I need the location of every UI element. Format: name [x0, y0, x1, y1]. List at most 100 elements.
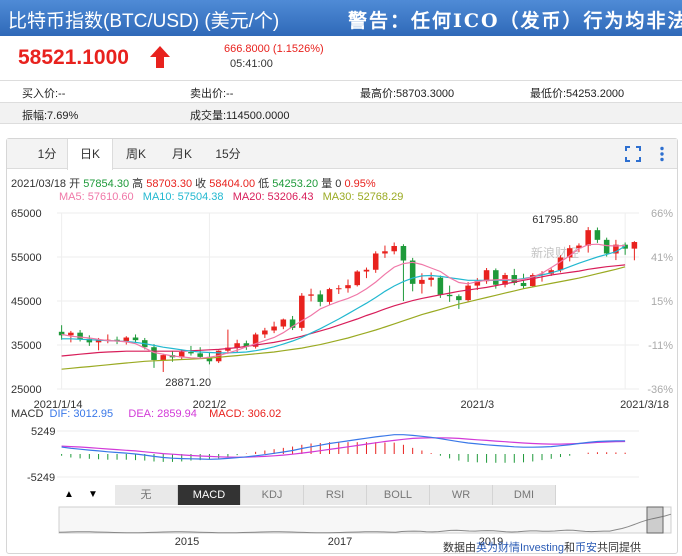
sina-link[interactable]: 币安 — [575, 542, 598, 554]
max-price-label: 61795.80 — [532, 214, 578, 226]
candle-body — [631, 242, 638, 249]
candles — [58, 227, 638, 372]
candle-body — [188, 352, 194, 354]
candle-body — [539, 273, 545, 276]
candle-body — [529, 275, 536, 287]
indicator-dmi[interactable]: DMI — [493, 485, 556, 505]
candle-body — [566, 248, 573, 258]
y-tick-label: 45000 — [11, 296, 42, 308]
candle-body — [400, 246, 407, 261]
tab-15min[interactable]: 15分 — [215, 147, 241, 161]
more-options-icon[interactable] — [653, 145, 671, 163]
y-axis-labels: 65000 55000 45000 35000 25000 66% 41% 15% -11% -3… — [11, 208, 673, 396]
overview-navigator: 2015 2017 2019 — [58, 506, 672, 548]
candle-body — [428, 277, 434, 280]
tab-monthly-k[interactable]: 月K — [171, 147, 192, 161]
page-title: 比特币指数(BTC/USD) (美元/个) — [8, 11, 280, 32]
candle-body — [317, 294, 324, 302]
candle-body — [585, 230, 591, 246]
volume: 成交量:114500.0000 — [190, 110, 290, 122]
candle-body — [409, 260, 416, 284]
scroll-down-button[interactable]: ▼ — [88, 489, 98, 500]
x-axis-labels: 2021/1/14 2021/2 2021/3 2021/3/18 — [34, 399, 669, 411]
candle-body — [382, 251, 388, 254]
candle-body — [77, 332, 83, 339]
ohlc-change-pct: 0.95% — [344, 178, 376, 190]
candle-body — [391, 246, 397, 252]
candle-body — [262, 330, 268, 335]
candle-body — [594, 230, 601, 240]
candle-body — [493, 270, 499, 285]
pct-tick-label: 41% — [651, 252, 673, 264]
candle-body — [335, 288, 342, 290]
ask-price: 卖出价:-- — [190, 88, 234, 100]
overview-frame — [58, 506, 672, 534]
low-price: 最低价:54253.2000 — [530, 88, 625, 100]
candle-body — [446, 294, 453, 297]
candle-body — [114, 339, 120, 342]
quote-time: 05:41:00 — [230, 58, 273, 70]
candle-body — [576, 245, 582, 249]
candle-body — [243, 343, 250, 347]
bid-price: 买入价:-- — [22, 88, 66, 100]
candle-body — [456, 296, 462, 301]
ohlc-low: 54253.20 — [272, 178, 319, 190]
indicator-wr[interactable]: WR — [430, 485, 493, 505]
candle-body — [372, 253, 379, 270]
x-tick-label: 2021/2 — [193, 399, 227, 411]
candle-body — [419, 279, 425, 284]
tab-1min[interactable]: 1分 — [37, 147, 57, 161]
candle-body — [613, 244, 619, 254]
ohlc-open: 57854.30 — [83, 178, 130, 190]
ma10-value: MA10: 57504.38 — [142, 191, 224, 203]
ma30-line — [61, 266, 626, 370]
quote-row: 58521.1000 666.8000 (1.1526%) 05:41:00 — [0, 36, 682, 78]
indicator-none[interactable]: 无 — [115, 485, 178, 505]
macd-pane: 5249 -5249 — [27, 426, 639, 484]
dif-value: DIF: 3012.95 — [49, 408, 114, 420]
indicator-macd[interactable]: MACD — [178, 485, 241, 505]
indicator-boll[interactable]: BOLL — [367, 485, 430, 505]
y-tick-label: 25000 — [11, 384, 42, 396]
candle-body — [354, 271, 361, 286]
candle-body — [225, 347, 231, 351]
dea-value: DEA: 2859.94 — [128, 408, 197, 420]
macd-title: MACD — [11, 408, 44, 420]
pct-tick-label: -11% — [648, 340, 673, 352]
macd-legend: MACD DIF: 3012.95 DEA: 2859.94 MACD: 306… — [11, 408, 281, 420]
y-tick-label: 35000 — [11, 340, 42, 352]
tab-weekly-k[interactable]: 周K — [125, 147, 146, 161]
macd-value: MACD: 306.02 — [209, 408, 282, 420]
ohlc-date: 2021/03/18 — [11, 178, 67, 190]
dif-line — [61, 434, 626, 460]
candle-body — [95, 340, 102, 343]
ohlc-close: 58404.00 — [209, 178, 256, 190]
period-tabs: 1分 日K 周K 月K 15分 — [7, 139, 677, 170]
chart-grid — [57, 212, 639, 390]
candle-body — [68, 332, 74, 336]
candle-body — [603, 239, 610, 254]
ma30-value: MA30: 52768.29 — [322, 191, 404, 203]
candle-body — [511, 275, 518, 283]
up-arrow-icon — [150, 46, 170, 68]
macd-tick-label: -5249 — [27, 472, 55, 484]
stats-row-1: 买入价:-- 卖出价:-- 最高价:58703.3000 最低价:54253.2… — [0, 80, 682, 102]
min-price-label: 28871.20 — [165, 377, 211, 389]
fullscreen-icon[interactable] — [624, 145, 642, 163]
indicator-rsi[interactable]: RSI — [304, 485, 367, 505]
x-tick-label: 2021/3 — [461, 399, 495, 411]
scroll-up-button[interactable]: ▲ — [64, 489, 74, 500]
overview-year-label: 2015 — [175, 536, 199, 548]
overview-line — [58, 513, 672, 534]
ma-lines — [61, 243, 626, 370]
candle-body — [271, 326, 277, 331]
investing-link[interactable]: 英为财情Investing — [476, 542, 565, 554]
kline-chart[interactable]: 新浪财经 650005500045000350002500066%41%15%-… — [7, 139, 677, 553]
indicator-kdj[interactable]: KDJ — [241, 485, 304, 505]
ma20-line — [61, 264, 626, 357]
page-header: 比特币指数(BTC/USD) (美元/个) 警告：任何ICO（发币）行为均非法 — [0, 0, 682, 36]
overview-range-handle[interactable] — [646, 506, 664, 534]
dea-line — [61, 437, 626, 458]
tab-daily-k[interactable]: 日K — [67, 139, 113, 170]
candle-body — [160, 355, 167, 360]
